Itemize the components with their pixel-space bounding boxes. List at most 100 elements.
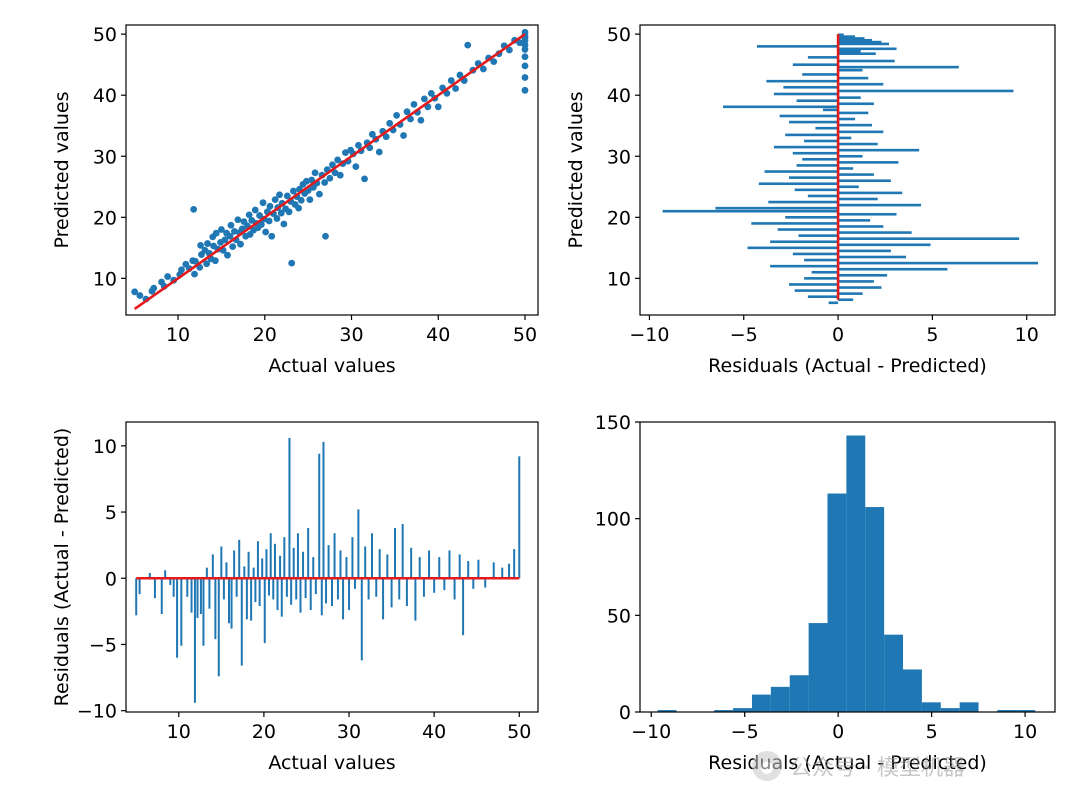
- y-tick-label: 20: [607, 207, 631, 229]
- residual-bar: [764, 170, 839, 173]
- residual-bar: [838, 212, 897, 216]
- scatter-point: [410, 100, 418, 108]
- residual-bar: [715, 206, 839, 210]
- y-tick-label: −5: [89, 634, 117, 656]
- y-axis-label: Residuals (Actual - Predicted): [51, 428, 73, 707]
- scatter-point: [191, 257, 199, 265]
- residual-bar: [838, 37, 865, 40]
- residual-bar: [838, 237, 1020, 240]
- scatter-point: [331, 169, 339, 177]
- residual-bar: [828, 301, 839, 305]
- x-tick-label: 0: [832, 324, 844, 346]
- y-axis-label: Predicted values: [565, 91, 587, 248]
- residual-bar: [838, 42, 889, 46]
- scatter-point: [265, 217, 273, 225]
- scatter-point: [191, 270, 198, 278]
- scatter-point: [297, 196, 305, 204]
- scatter-point: [311, 169, 319, 177]
- residual-bar: [838, 225, 884, 228]
- residual-bar: [777, 228, 839, 231]
- scatter-point: [516, 39, 524, 47]
- wechat-icon: ●: [752, 751, 782, 781]
- residual-bar: [838, 82, 884, 86]
- residual-bar: [804, 139, 839, 143]
- scatter-point: [464, 41, 472, 49]
- scatter-point: [280, 220, 288, 228]
- residual-bar: [662, 209, 839, 213]
- scatter-point: [434, 103, 442, 111]
- residual-bar: [773, 145, 839, 149]
- residual-bar: [807, 194, 839, 198]
- y-tick-label: 20: [93, 207, 117, 229]
- histogram-bar: [903, 669, 922, 712]
- residual-bar: [792, 151, 839, 155]
- scatter-point: [375, 148, 383, 156]
- histogram-bar: [733, 708, 752, 712]
- residual-bar: [785, 133, 839, 137]
- residuals-vs-actual-plot: 10 20 30 40 50 −10 −5 0 5 10 Actual values Residual…: [51, 421, 539, 774]
- residual-bar: [838, 148, 920, 152]
- residual-bar: [815, 126, 839, 130]
- scatter-point: [490, 58, 498, 66]
- scatter-point: [211, 257, 219, 265]
- y-tick-label: 30: [607, 146, 631, 168]
- scatter-point: [204, 240, 211, 247]
- y-tick-label: 10: [93, 268, 117, 290]
- x-axis-label: Actual values: [268, 752, 395, 774]
- scatter-point: [229, 243, 237, 251]
- histogram-bar: [827, 493, 847, 712]
- residual-bar: [838, 185, 859, 189]
- y-tick-label: 30: [93, 146, 117, 168]
- residual-bar: [723, 105, 839, 109]
- residual-bar: [838, 197, 878, 201]
- residual-bar: [756, 45, 839, 48]
- scatter-point: [231, 227, 238, 235]
- histogram-bar: [846, 435, 866, 712]
- residual-bar: [838, 286, 882, 289]
- y-tick-label: −10: [77, 701, 117, 723]
- residual-bar: [838, 142, 878, 146]
- y-tick-label: 40: [607, 85, 631, 107]
- residual-bar: [838, 255, 906, 259]
- scatter-point: [283, 192, 291, 200]
- residual-bar: [838, 89, 1014, 93]
- residual-bar: [796, 99, 839, 103]
- residual-bar: [802, 158, 839, 161]
- scatter-point: [505, 46, 513, 54]
- scatter-point: [266, 202, 274, 210]
- scatter-point: [131, 288, 139, 296]
- residual-bar: [789, 120, 839, 124]
- histogram-bar: [865, 507, 885, 712]
- scatter-point: [329, 161, 336, 169]
- residual-bar: [838, 243, 931, 247]
- scatter-point: [277, 209, 285, 217]
- perfect-fit-line: [133, 33, 526, 310]
- residual-bar: [838, 52, 876, 55]
- scatter-point: [316, 190, 323, 198]
- residual-bar: [794, 289, 839, 292]
- scatter-point: [342, 149, 349, 157]
- x-axis-label: Residuals (Actual - Predicted): [708, 355, 987, 377]
- x-tick-label: 5: [926, 721, 938, 743]
- scatter-point: [288, 259, 296, 267]
- scatter-point: [273, 215, 281, 222]
- x-tick-label: 10: [167, 721, 191, 743]
- residual-bar: [794, 188, 839, 192]
- scatter-point: [197, 242, 204, 249]
- x-tick-label: 10: [1013, 721, 1037, 743]
- residual-bar: [838, 136, 852, 140]
- residual-bar: [838, 40, 882, 44]
- histogram-bar: [884, 634, 904, 712]
- residual-bar: [838, 38, 873, 42]
- scatter-point: [386, 119, 394, 127]
- scatter-point: [271, 196, 279, 204]
- residual-bar: [838, 111, 869, 115]
- residual-bar: [804, 258, 839, 262]
- x-tick-label: 50: [507, 721, 531, 743]
- scatter-point: [393, 111, 401, 119]
- x-tick-label: −10: [631, 721, 671, 743]
- residual-bar: [779, 114, 839, 118]
- scatter-point: [190, 205, 198, 213]
- residual-bar: [838, 68, 863, 72]
- residual-bar: [838, 280, 874, 283]
